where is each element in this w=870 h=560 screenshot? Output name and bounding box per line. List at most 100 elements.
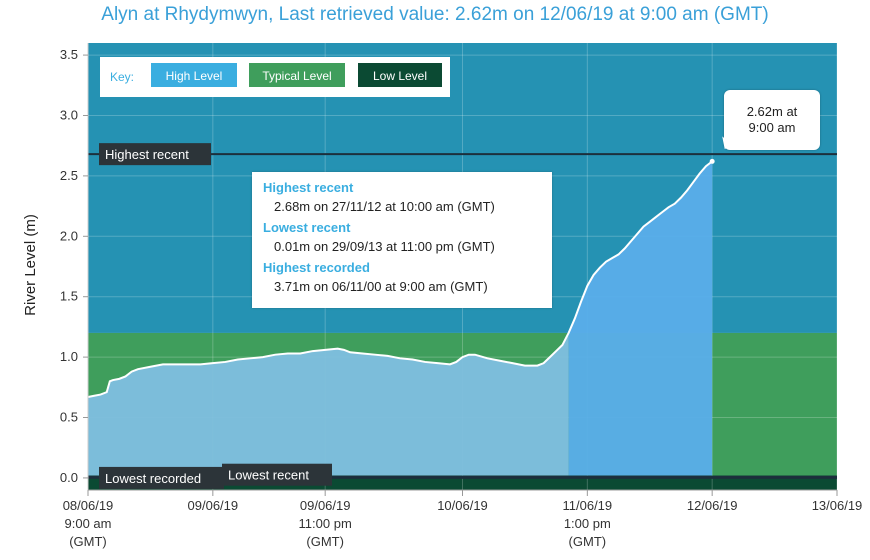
data-point [299,352,301,355]
data-point [212,362,214,364]
data-point [112,379,114,381]
data-point [649,221,651,223]
data-point [349,351,351,353]
data-point [605,261,607,263]
data-point [468,354,470,356]
data-point [118,378,120,380]
data-point [399,357,401,359]
data-point [536,364,539,367]
data-point [667,206,670,208]
lowest-recorded-label: Lowest recorded [105,471,201,486]
last-value-tooltip: 2.62m at 9:00 am [724,90,820,150]
data-point [474,354,476,356]
chart-title: Alyn at Rhydymwyn, Last retrieved value:… [101,4,769,25]
info-value: 0.01m on 29/09/13 at 11:00 pm (GMT) [274,239,495,254]
data-point [162,363,164,365]
x-tick-label: 11:00 pm [299,516,352,531]
info-title: Lowest recent [263,220,351,235]
x-tick-label: 11/06/19 [563,498,613,513]
legend-swatch-low-level [358,63,442,87]
data-point [237,358,239,361]
data-point [674,203,676,205]
data-point [324,349,326,351]
data-point [561,344,563,346]
data-point [611,257,613,259]
data-point [661,211,663,213]
data-point [274,354,276,356]
level-area-recent [568,161,713,476]
data-point [586,285,588,287]
data-point [511,362,514,364]
legend-label-typical-level: Typical Level [262,69,331,83]
reference-lines: Highest recent Lowest recorded Lowest rece… [88,143,837,489]
data-point [343,349,345,351]
x-axis: 08/06/19 9:00 am (GMT) 09/06/19 09/06/19 11:0… [63,489,863,549]
data-point [624,247,626,249]
x-tick-label: 13/06/19 [812,498,863,513]
legend-swatch-high-level [151,63,237,87]
data-point [362,352,364,355]
data-point [109,380,111,382]
y-axis-label: River Level (m) [22,214,39,316]
data-point [93,395,95,397]
data-point [387,355,389,357]
y-tick-label: 0.0 [60,470,78,485]
x-tick-label: 9:00 am [65,516,112,531]
data-point [617,253,620,256]
x-tick-label: (GMT) [69,534,107,549]
data-point [262,356,264,358]
info-title: Highest recent [263,180,354,195]
x-tick-label: 08/06/19 [63,498,114,513]
legend-label-low-level: Low Level [373,69,427,83]
level-area-past [88,332,569,476]
data-point [705,165,707,167]
y-tick-label: 1.0 [60,349,78,364]
tooltip-line-1: 2.62m at [746,104,798,119]
data-point [655,216,657,218]
highest-recent-label-bg [99,143,211,166]
data-point [680,197,682,199]
data-point [287,352,289,355]
data-point [580,300,582,303]
data-point [337,348,339,350]
data-point [486,357,489,359]
data-point [524,364,526,367]
legend-swatch-typical-level [249,63,345,87]
data-point [699,172,701,175]
lowest-recorded-label-bg [99,466,224,489]
data-point [312,350,314,352]
lowest-recent-label: Lowest recent [228,468,309,483]
data-point [692,181,695,183]
y-tick-label: 1.5 [60,289,78,304]
data-point [149,366,152,368]
data-point [449,363,451,365]
data-point [124,375,127,378]
data-point [187,363,189,365]
data-point [106,391,108,393]
data-point [599,267,601,269]
data-point [543,362,545,364]
info-title: Highest recorded [263,260,370,275]
data-point [424,361,426,363]
y-tick-label: 2.5 [60,168,78,183]
y-tick-label: 3.0 [60,107,78,122]
data-point [568,332,570,334]
level-info-panel: Highest recent 2.68m on 27/11/12 at 10:00… [252,172,552,308]
y-axis: 0.0 0.5 1.0 1.5 2.0 2.5 3.0 3.5 [60,43,89,490]
info-value: 2.68m on 27/11/12 at 10:00 am (GMT) [274,199,495,214]
level-area [87,158,715,476]
info-value: 3.71m on 06/11/00 at 9:00 am (GMT) [274,279,488,294]
data-point [436,362,439,364]
data-point [224,361,226,363]
tooltip-line-2: 9:00 am [748,120,796,135]
data-point [555,350,557,352]
data-point [99,393,102,396]
data-point [549,356,551,358]
legend-label-high-level: High Level [166,69,223,83]
legend: Key: High Level Typical Level Low Level [100,57,450,97]
data-point [461,356,464,358]
data-point [131,371,133,373]
data-point [411,358,414,361]
data-point [374,354,376,356]
data-point [199,363,201,365]
